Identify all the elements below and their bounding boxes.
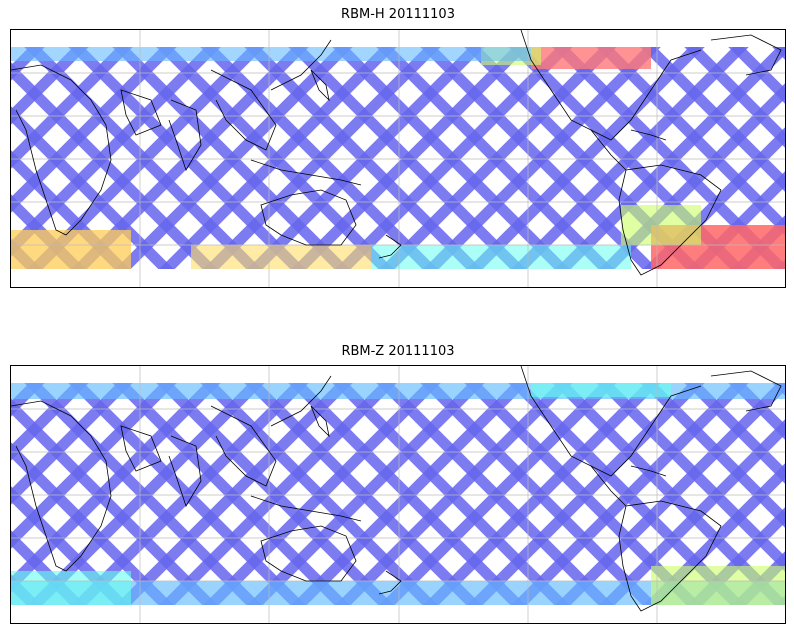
asia-coast bbox=[210, 405, 277, 487]
heat-north-band bbox=[11, 47, 531, 61]
indonesia-coast bbox=[250, 495, 362, 522]
greenland-coast bbox=[710, 370, 782, 412]
coastlines bbox=[11, 30, 782, 276]
north-america-coast bbox=[520, 366, 702, 477]
india-coast bbox=[168, 99, 202, 171]
africa-coast bbox=[11, 400, 112, 572]
south-america-coast bbox=[618, 164, 722, 276]
new-zealand-coast bbox=[378, 234, 402, 259]
japan-coast bbox=[310, 69, 330, 102]
gridlines bbox=[11, 366, 785, 623]
arabia-coast bbox=[120, 425, 162, 472]
north-america-coast bbox=[520, 30, 702, 141]
heat-north-cyan bbox=[531, 383, 671, 397]
heat-south-indian bbox=[11, 230, 131, 269]
gridlines bbox=[11, 30, 785, 287]
china-coast bbox=[270, 39, 332, 91]
caribbean-islands bbox=[630, 129, 667, 141]
heat-south-band bbox=[371, 245, 631, 269]
heat-south-cyan-left bbox=[11, 571, 131, 605]
heat-south-atlantic-edge bbox=[621, 205, 701, 245]
heat-north-pacific bbox=[531, 47, 651, 69]
map-svg bbox=[11, 30, 785, 287]
coastlines bbox=[11, 366, 782, 612]
australia-coast bbox=[260, 189, 357, 246]
africa-coast bbox=[11, 64, 112, 236]
caribbean-islands bbox=[630, 465, 667, 477]
central-america-coast bbox=[590, 465, 627, 507]
panel-title: RBM-Z 20111103 bbox=[341, 344, 455, 359]
asia-coast bbox=[210, 69, 277, 151]
india-coast bbox=[168, 435, 202, 507]
map-frame bbox=[10, 29, 786, 288]
arabia-coast bbox=[120, 89, 162, 136]
map-frame bbox=[10, 365, 786, 624]
panel-title: RBM-H 20111103 bbox=[341, 7, 455, 22]
new-zealand-coast bbox=[378, 570, 402, 595]
heat-south-green-right bbox=[651, 566, 785, 605]
japan-coast bbox=[310, 405, 330, 438]
australia-coast bbox=[260, 525, 357, 582]
map-svg bbox=[11, 366, 785, 623]
indonesia-coast bbox=[250, 159, 362, 186]
high-latitude-heat bbox=[11, 383, 785, 605]
central-america-coast bbox=[590, 129, 627, 171]
heat-south-pacific bbox=[191, 245, 371, 269]
china-coast bbox=[270, 375, 332, 427]
south-america-coast bbox=[618, 500, 722, 612]
greenland-coast bbox=[710, 34, 782, 76]
